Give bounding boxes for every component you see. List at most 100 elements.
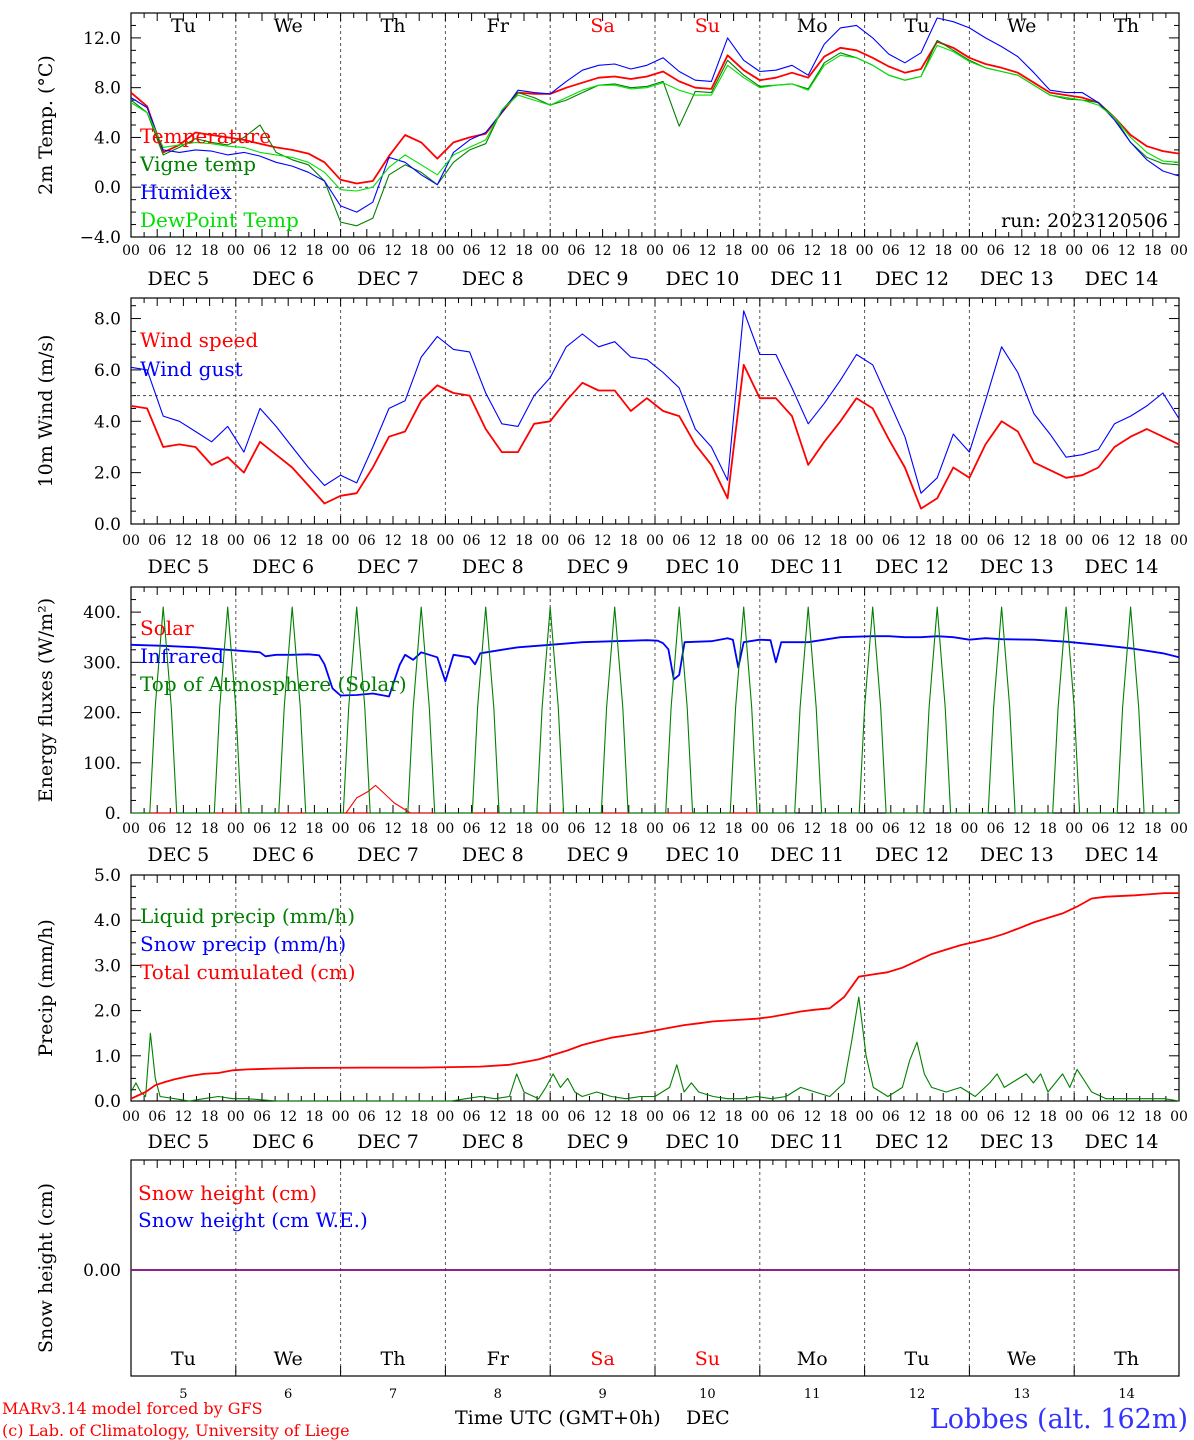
date-label: DEC 7 [357, 1131, 419, 1153]
day-number-label: 14 [1118, 1387, 1135, 1402]
hour-tick-label: 00 [227, 1109, 245, 1125]
hour-tick-label: 00 [227, 533, 245, 549]
hour-tick-label: 06 [1091, 1109, 1109, 1125]
hour-tick-label: 06 [672, 821, 690, 837]
y-tick-label: 0.0 [94, 178, 121, 198]
hour-tick-label: 12 [1013, 243, 1031, 259]
y-tick-label: 8.0 [94, 310, 121, 330]
hour-tick-label: 00 [332, 243, 350, 259]
date-label: DEC 14 [1085, 556, 1159, 578]
hour-tick-label: 00 [856, 1109, 874, 1125]
y-tick-label: 4.0 [94, 128, 121, 148]
hour-tick-label: 18 [620, 533, 638, 549]
hour-tick-label: 12 [489, 243, 507, 259]
weekday-label: Su [695, 1348, 720, 1370]
hour-tick-label: 12 [489, 821, 507, 837]
hour-tick-label: 12 [279, 1109, 297, 1125]
hour-tick-label: 00 [541, 533, 559, 549]
weekday-label: Tu [905, 1348, 930, 1370]
hour-tick-label: 06 [1091, 821, 1109, 837]
date-label: DEC 5 [148, 844, 210, 866]
y-tick-label: 100. [83, 754, 121, 774]
hour-tick-label: 12 [279, 243, 297, 259]
hour-tick-label: 18 [515, 821, 533, 837]
hour-tick-label: 18 [201, 1109, 219, 1125]
legend-entry: Wind gust [140, 357, 243, 381]
hour-tick-label: 12 [174, 821, 192, 837]
panel-frames [130, 12, 1180, 1377]
legend-entry: Snow precip (mm/h) [140, 932, 346, 956]
hour-tick-label: 06 [777, 821, 795, 837]
hour-tick-label: 12 [384, 821, 402, 837]
hour-tick-label: 18 [410, 243, 428, 259]
date-label: DEC 11 [770, 844, 844, 866]
hour-tick-label: 06 [148, 821, 166, 837]
hour-tick-label: 06 [253, 533, 271, 549]
hour-tick-label: 18 [515, 243, 533, 259]
hour-tick-label: 06 [1091, 243, 1109, 259]
hour-tick-label: 18 [515, 533, 533, 549]
hour-tick-label: 06 [882, 1109, 900, 1125]
date-label: DEC 10 [665, 556, 739, 578]
hour-tick-label: 06 [253, 1109, 271, 1125]
y-axis-label: 2m Temp. (°C) [35, 55, 57, 195]
day-number-label: 11 [804, 1387, 821, 1402]
hour-tick-label: 06 [777, 243, 795, 259]
y-axis-label: Energy fluxes (W/m²) [35, 598, 57, 802]
hour-tick-label: 06 [777, 533, 795, 549]
month-label: DEC [686, 1407, 730, 1429]
series-line-dewpoint-temp [130, 44, 1180, 192]
weekday-label: Tu [171, 1348, 196, 1370]
hour-tick-label: 18 [829, 243, 847, 259]
hour-tick-label: 18 [725, 821, 743, 837]
hour-tick-label: 06 [358, 533, 376, 549]
day-number-label: 10 [699, 1387, 716, 1402]
hour-tick-label: 18 [410, 1109, 428, 1125]
hour-tick-label: 00 [227, 821, 245, 837]
day-number-label: 8 [494, 1387, 502, 1402]
weekday-label: Mo [797, 15, 828, 37]
time-axis-label: Time UTC (GMT+0h) [455, 1407, 661, 1429]
day-number-label: 6 [284, 1387, 292, 1402]
y-tick-label: 6.0 [94, 361, 121, 381]
hour-tick-label: 06 [463, 533, 481, 549]
weekday-label: Th [381, 15, 406, 37]
y-axis-label: Snow height (cm) [35, 1183, 57, 1353]
hour-tick-label: 18 [1039, 821, 1057, 837]
day-number-label: 7 [389, 1387, 397, 1402]
hour-tick-label: 18 [201, 533, 219, 549]
hour-tick-label: 00 [436, 533, 454, 549]
hour-tick-label: 00 [332, 533, 350, 549]
y-tick-label: 5.0 [94, 866, 121, 886]
hour-tick-label: 18 [725, 243, 743, 259]
y-tick-label: 3.0 [94, 956, 121, 976]
date-label: DEC 5 [148, 556, 210, 578]
legend-entry: Snow height (cm) [138, 1181, 317, 1205]
hour-tick-label: 18 [725, 533, 743, 549]
panel-frame-temperature [130, 12, 1180, 238]
hour-tick-label: 06 [148, 243, 166, 259]
station-label: Lobbes (alt. 162m) [930, 1404, 1188, 1435]
weekday-label: Tu [905, 15, 930, 37]
hour-tick-label: 00 [856, 243, 874, 259]
day-number-label: 13 [1014, 1387, 1031, 1402]
y-tick-label: 300. [83, 653, 121, 673]
date-label: DEC 11 [770, 556, 844, 578]
hour-tick-label: 18 [305, 243, 323, 259]
hour-tick-label: 18 [305, 821, 323, 837]
hour-tick-label: 00 [541, 821, 559, 837]
hour-tick-label: 12 [1013, 821, 1031, 837]
hour-tick-label: 12 [1118, 243, 1136, 259]
hour-tick-label: 18 [201, 821, 219, 837]
hour-tick-label: 06 [987, 533, 1005, 549]
date-label: DEC 9 [567, 556, 629, 578]
hour-tick-label: 00 [332, 821, 350, 837]
hour-tick-label: 06 [148, 1109, 166, 1125]
weekday-label: Tu [171, 15, 196, 37]
hour-tick-label: 00 [751, 533, 769, 549]
hour-tick-label: 12 [594, 1109, 612, 1125]
weekday-label: Th [1114, 1348, 1139, 1370]
hour-tick-label: 12 [174, 243, 192, 259]
hour-tick-label: 00 [646, 1109, 664, 1125]
legend-entry: Humidex [140, 180, 232, 204]
